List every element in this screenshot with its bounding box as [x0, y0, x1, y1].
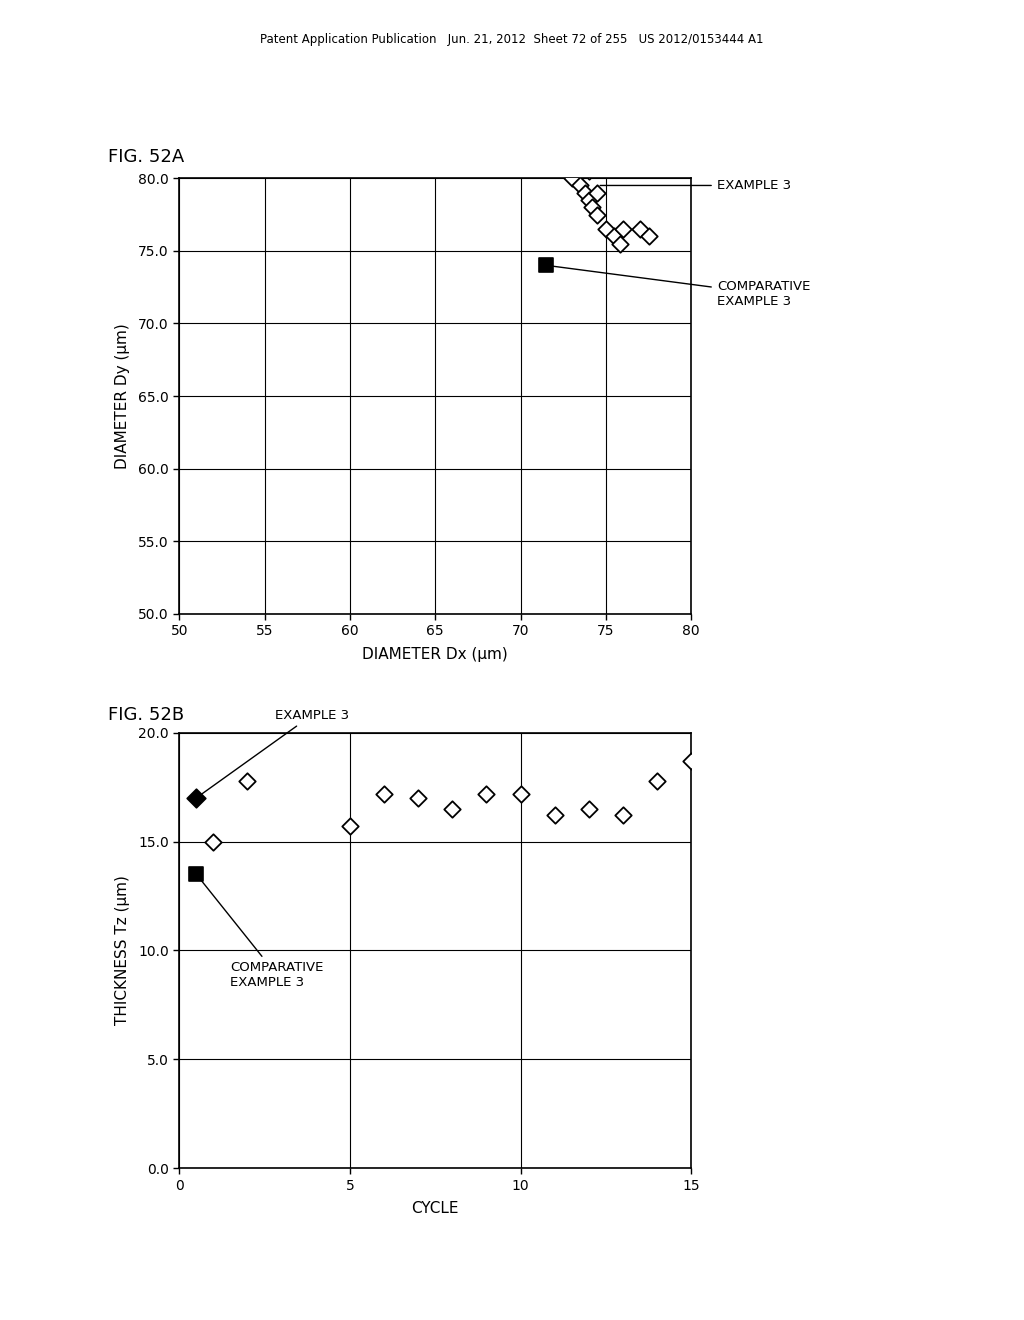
- Point: [614, 805, 631, 826]
- Point: [572, 176, 589, 197]
- X-axis label: CYCLE: CYCLE: [412, 1201, 459, 1216]
- Point: [376, 783, 392, 804]
- Point: [611, 232, 628, 253]
- Text: Patent Application Publication   Jun. 21, 2012  Sheet 72 of 255   US 2012/015344: Patent Application Publication Jun. 21, …: [260, 33, 764, 46]
- X-axis label: DIAMETER Dx (μm): DIAMETER Dx (μm): [362, 647, 508, 661]
- Y-axis label: DIAMETER Dy (μm): DIAMETER Dy (μm): [115, 323, 130, 469]
- Point: [240, 770, 256, 791]
- Point: [478, 783, 495, 804]
- Text: COMPARATIVE
EXAMPLE 3: COMPARATIVE EXAMPLE 3: [549, 265, 810, 308]
- Text: FIG. 52B: FIG. 52B: [108, 706, 183, 725]
- Point: [589, 182, 605, 203]
- Point: [640, 226, 656, 247]
- Point: [584, 197, 600, 218]
- Text: COMPARATIVE
EXAMPLE 3: COMPARATIVE EXAMPLE 3: [198, 876, 324, 989]
- Text: EXAMPLE 3: EXAMPLE 3: [600, 180, 791, 191]
- Point: [578, 182, 594, 203]
- Y-axis label: THICKNESS Tz (μm): THICKNESS Tz (μm): [115, 875, 130, 1026]
- Point: [581, 799, 597, 820]
- Point: [606, 226, 623, 247]
- Point: [205, 832, 221, 853]
- Text: EXAMPLE 3: EXAMPLE 3: [199, 709, 349, 796]
- Point: [444, 799, 461, 820]
- Text: FIG. 52A: FIG. 52A: [108, 148, 183, 166]
- Point: [598, 218, 614, 240]
- Point: [555, 153, 571, 174]
- Point: [342, 816, 358, 837]
- Point: [581, 161, 597, 182]
- Point: [547, 805, 563, 826]
- Point: [581, 189, 597, 210]
- Point: [614, 218, 631, 240]
- Point: [649, 770, 666, 791]
- Point: [188, 863, 205, 884]
- Point: [410, 787, 426, 808]
- Point: [632, 218, 648, 240]
- Point: [538, 255, 554, 276]
- Point: [563, 168, 580, 189]
- Point: [683, 750, 699, 771]
- Point: [512, 783, 528, 804]
- Point: [589, 203, 605, 224]
- Point: [188, 787, 205, 808]
